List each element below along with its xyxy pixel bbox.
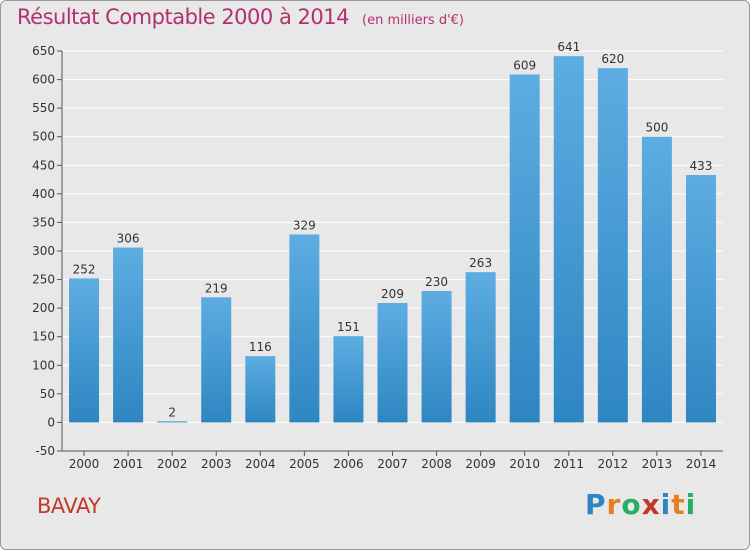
y-tick-label: 200 <box>32 301 55 315</box>
y-tick-label: 500 <box>32 130 55 144</box>
chart-title: Résultat Comptable 2000 à 2014 <box>17 5 349 29</box>
bar-2002 <box>157 421 188 423</box>
data-label-2008: 230 <box>425 275 448 289</box>
y-tick-label: -50 <box>35 444 55 458</box>
y-tick-label: 400 <box>32 187 55 201</box>
x-tick-label-2006: 2006 <box>333 457 364 471</box>
logo-letter: r <box>606 488 622 521</box>
bar-2010 <box>509 74 540 423</box>
title-row: Résultat Comptable 2000 à 2014 (en milli… <box>17 5 464 29</box>
data-label-2007: 209 <box>381 287 404 301</box>
y-tick-label: 450 <box>32 158 55 172</box>
bar-2011 <box>553 56 584 423</box>
x-tick-label-2005: 2005 <box>289 457 320 471</box>
logo-letter: o <box>621 488 642 521</box>
chart-unit-note: (en milliers d'€) <box>362 13 464 28</box>
x-tick-label-2007: 2007 <box>377 457 408 471</box>
y-tick-label: 150 <box>32 330 55 344</box>
x-tick-label-2004: 2004 <box>245 457 276 471</box>
data-label-2003: 219 <box>205 281 228 295</box>
bar-2004 <box>245 356 276 423</box>
data-label-2012: 620 <box>601 52 624 66</box>
bar-2007 <box>377 303 408 423</box>
proxiti-logo: Proxiti <box>585 488 696 521</box>
bar-2001 <box>113 247 144 423</box>
data-label-2011: 641 <box>557 40 580 54</box>
place-name: BAVAY <box>37 494 101 518</box>
x-tick-label-2002: 2002 <box>157 457 188 471</box>
data-label-2009: 263 <box>469 256 492 270</box>
x-tick-label-2011: 2011 <box>553 457 584 471</box>
x-tick-label-2003: 2003 <box>201 457 232 471</box>
data-label-2001: 306 <box>117 232 140 246</box>
y-tick-label: 350 <box>32 215 55 229</box>
logo-letter: i <box>685 488 697 521</box>
bar-2014 <box>685 175 716 423</box>
logo-letter: i <box>660 488 672 521</box>
bar-2003 <box>201 297 232 423</box>
bar-2008 <box>421 291 452 423</box>
data-label-2004: 116 <box>249 340 272 354</box>
y-tick-label: 600 <box>32 73 55 87</box>
y-tick-label: 250 <box>32 273 55 287</box>
x-tick-label-2013: 2013 <box>642 457 673 471</box>
x-tick-label-2012: 2012 <box>598 457 629 471</box>
data-label-2006: 151 <box>337 320 360 334</box>
data-label-2010: 609 <box>513 58 536 72</box>
y-tick-label: 650 <box>32 44 55 58</box>
logo-letter: t <box>671 488 686 521</box>
x-tick-label-2008: 2008 <box>421 457 452 471</box>
y-tick-label: 550 <box>32 101 55 115</box>
bar-2009 <box>465 272 496 423</box>
data-label-2013: 500 <box>645 121 668 135</box>
logo-letter: P <box>585 488 607 521</box>
data-label-2014: 433 <box>690 159 713 173</box>
logo-letter: x <box>641 488 661 521</box>
data-label-2002: 2 <box>168 405 176 419</box>
x-tick-label-2000: 2000 <box>69 457 100 471</box>
y-tick-label: 50 <box>40 387 55 401</box>
data-label-2000: 252 <box>73 262 96 276</box>
x-tick-label-2014: 2014 <box>686 457 717 471</box>
y-tick-label: 100 <box>32 358 55 372</box>
bar-2005 <box>289 234 320 423</box>
y-tick-label: 0 <box>47 415 55 429</box>
bar-2006 <box>333 336 364 423</box>
bar-2012 <box>597 68 628 423</box>
data-label-2005: 329 <box>293 218 316 232</box>
x-tick-label-2009: 2009 <box>465 457 496 471</box>
x-tick-label-2010: 2010 <box>509 457 540 471</box>
bar-2013 <box>641 136 672 423</box>
y-tick-label: 300 <box>32 244 55 258</box>
x-tick-label-2001: 2001 <box>113 457 144 471</box>
bar-2000 <box>69 278 100 423</box>
